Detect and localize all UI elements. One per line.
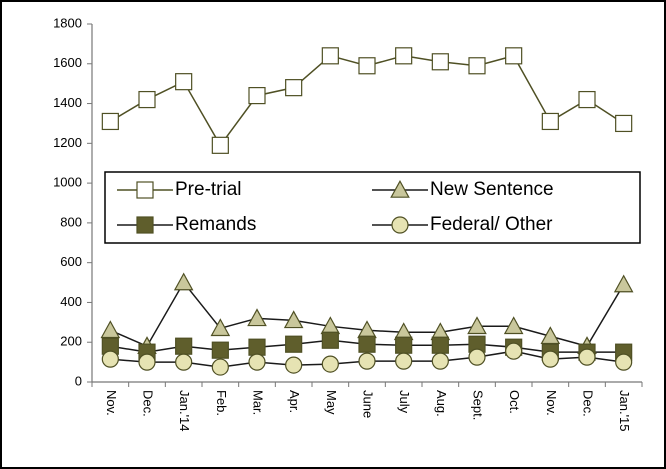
marker <box>615 353 633 371</box>
legend: Pre-trial New Sentence Remands Federal/ Oth… <box>104 171 641 244</box>
marker <box>247 308 267 327</box>
marker <box>101 350 119 368</box>
marker <box>211 341 229 359</box>
x-tick-label: Nov. <box>104 390 119 416</box>
marker <box>136 181 154 199</box>
marker <box>467 316 487 335</box>
marker <box>285 79 303 97</box>
marker <box>285 335 303 353</box>
marker <box>285 356 303 374</box>
legend-label: Remands <box>175 214 256 235</box>
marker <box>248 86 266 105</box>
marker <box>136 216 154 234</box>
marker <box>578 348 596 366</box>
marker <box>503 316 524 335</box>
marker <box>100 320 121 339</box>
x-tick-label: May <box>324 390 339 415</box>
y-tick-label: 0 <box>75 373 82 388</box>
y-tick-label: 1800 <box>53 15 82 30</box>
marker <box>175 73 193 91</box>
marker <box>540 326 561 345</box>
x-tick-label: Aug. <box>434 390 449 417</box>
marker <box>431 336 449 354</box>
marker <box>321 355 339 373</box>
x-tick-label: Feb. <box>214 390 229 416</box>
marker <box>283 310 304 329</box>
marker <box>175 337 193 355</box>
marker <box>175 353 193 371</box>
x-tick-label: June <box>361 390 376 418</box>
marker <box>138 90 156 109</box>
marker <box>468 57 486 75</box>
x-tick-label: Dec. <box>581 390 596 417</box>
marker <box>613 274 634 293</box>
marker <box>541 112 559 131</box>
y-tick-label: 200 <box>60 334 82 349</box>
y-tick-label: 600 <box>60 254 82 269</box>
x-tick-label: Oct. <box>507 390 522 414</box>
y-tick-label: 1000 <box>53 175 82 190</box>
marker <box>138 353 156 371</box>
y-tick-label: 1600 <box>53 55 82 70</box>
x-tick-label: Sept. <box>471 390 486 420</box>
marker <box>578 90 596 109</box>
y-tick-label: 1200 <box>53 135 82 150</box>
x-tick-label: Jan.'15 <box>617 390 632 432</box>
marker <box>395 47 413 65</box>
legend-label: Federal/ Other <box>430 214 553 235</box>
marker <box>541 350 559 368</box>
legend-label: New Sentence <box>430 179 554 200</box>
marker <box>431 53 449 71</box>
marker <box>248 338 266 356</box>
x-tick-label: Jan.'14 <box>177 390 192 432</box>
marker <box>210 318 231 337</box>
marker <box>173 272 194 291</box>
legend-box <box>104 171 641 244</box>
x-tick-label: Apr. <box>287 390 302 413</box>
x-tick-label: July <box>397 390 412 414</box>
marker <box>211 136 229 154</box>
marker <box>101 112 119 131</box>
y-tick-label: 1400 <box>53 95 82 110</box>
x-tick-label: Dec. <box>141 390 156 417</box>
marker <box>358 57 376 75</box>
legend-label: Pre-trial <box>175 179 242 200</box>
marker <box>358 352 376 370</box>
marker <box>395 336 413 354</box>
marker <box>358 335 376 353</box>
marker <box>468 348 486 366</box>
x-tick-label: Nov. <box>544 390 559 416</box>
marker <box>615 114 633 133</box>
marker <box>391 216 409 234</box>
y-tick-label: 400 <box>60 294 82 309</box>
marker <box>505 47 523 65</box>
marker <box>395 352 413 370</box>
marker <box>248 353 266 371</box>
x-tick-label: Mar. <box>251 390 266 415</box>
marker <box>321 331 339 349</box>
marker <box>431 352 449 370</box>
marker <box>321 47 339 65</box>
marker <box>211 358 229 376</box>
marker <box>390 179 410 198</box>
marker <box>505 342 523 360</box>
y-tick-label: 800 <box>60 214 82 229</box>
